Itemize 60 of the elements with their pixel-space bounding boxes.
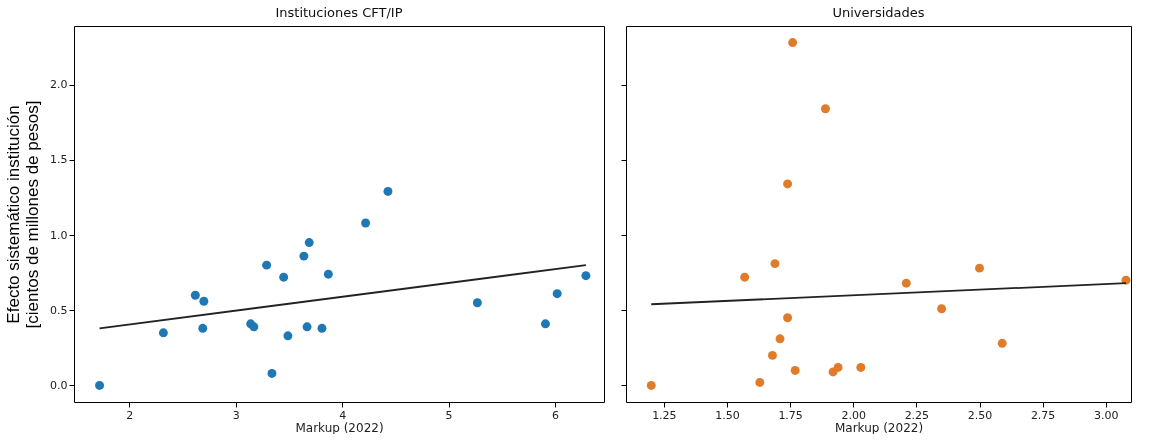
point <box>552 289 562 299</box>
point <box>856 362 866 372</box>
point <box>279 272 289 282</box>
point <box>158 328 168 338</box>
point <box>788 38 798 48</box>
point <box>997 338 1007 348</box>
y-tick-label: 1.5 <box>50 153 68 167</box>
x-tick-label: 1.25 <box>652 408 677 422</box>
x-tick-label: 1.75 <box>778 408 803 422</box>
x-tick-label: 5 <box>445 408 453 422</box>
point <box>283 331 293 341</box>
point <box>323 269 333 279</box>
x-tick-label: 3 <box>232 408 240 422</box>
point <box>975 263 984 273</box>
point <box>755 377 765 387</box>
point <box>581 271 591 281</box>
point <box>304 238 314 248</box>
point <box>95 380 105 390</box>
point <box>740 272 750 282</box>
point <box>901 278 911 288</box>
chart-title: Instituciones CFT/IP <box>275 5 403 20</box>
point <box>267 368 277 378</box>
point <box>770 259 780 269</box>
point <box>302 322 312 332</box>
x-tick-label: 2.75 <box>1030 408 1056 422</box>
point <box>937 304 947 314</box>
x-tick-label: 2 <box>126 408 134 422</box>
point <box>775 334 785 344</box>
point <box>262 260 272 270</box>
point <box>783 313 793 323</box>
x-tick-label: 2.50 <box>967 408 993 422</box>
y-tick-label: 1.0 <box>50 228 68 242</box>
x-tick-label: 2.00 <box>841 408 866 422</box>
point <box>190 290 200 300</box>
y-axis-title: Efecto sistemático institución [cientos de millones de pesos] <box>4 100 43 329</box>
x-axis-title: Markup (2022) <box>834 420 924 435</box>
point <box>317 323 327 333</box>
x-axis-title: Markup (2022) <box>295 420 384 435</box>
point <box>833 362 843 372</box>
point <box>767 350 777 360</box>
point <box>646 380 656 390</box>
y-tick-label: 2.0 <box>50 78 68 92</box>
point <box>361 218 371 228</box>
x-tick-label: 6 <box>552 408 560 422</box>
point <box>199 296 209 306</box>
point <box>299 251 309 261</box>
point <box>821 104 830 114</box>
point <box>790 365 800 375</box>
y-tick-label: 0.5 <box>50 303 68 317</box>
x-tick-label: 3.00 <box>1094 408 1119 422</box>
x-tick-label: 4 <box>339 408 347 422</box>
point <box>198 323 208 333</box>
y-tick-label: 0.0 <box>50 378 68 392</box>
chart-title: Universidades <box>832 5 925 20</box>
x-tick-label: 2.25 <box>904 408 930 422</box>
point <box>383 186 393 196</box>
point <box>472 298 482 308</box>
point <box>540 319 550 329</box>
x-tick-label: 1.50 <box>715 408 740 422</box>
point <box>783 179 793 189</box>
